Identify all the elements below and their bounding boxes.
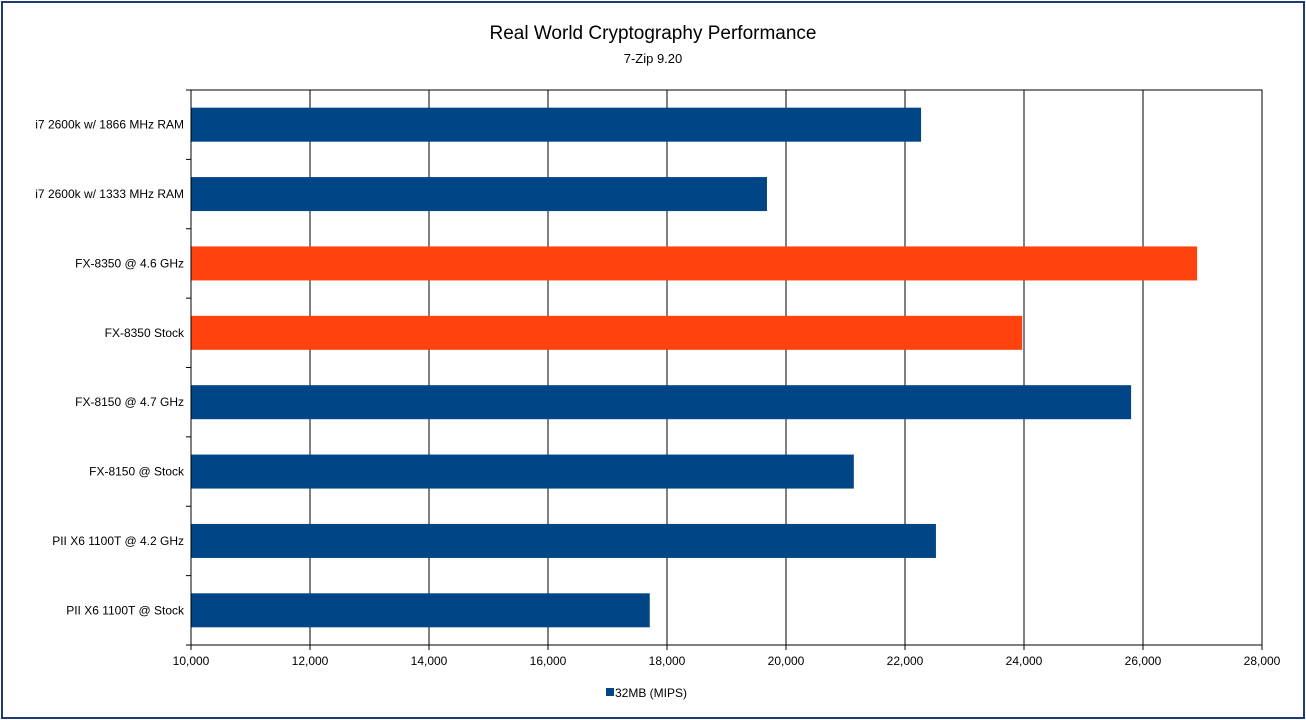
y-category-label: i7 2600k w/ 1333 MHz RAM [35,187,184,201]
chart-subtitle: 7-Zip 9.20 [624,51,683,66]
x-tick-label: 12,000 [292,654,329,668]
y-category-label: FX-8150 @ 4.7 GHz [75,395,184,409]
x-tick-label: 10,000 [173,654,210,668]
bar [191,315,1023,350]
x-tick-label: 14,000 [411,654,448,668]
bar [191,385,1132,420]
y-category-label: FX-8150 @ Stock [89,465,185,479]
bar [191,523,936,558]
bar [191,177,767,212]
x-tick-label: 18,000 [649,654,686,668]
x-tick-label: 22,000 [887,654,924,668]
y-category-label: FX-8350 Stock [105,326,185,340]
legend-label: 32MB (MIPS) [615,686,687,700]
bar [191,593,650,628]
x-tick-label: 16,000 [530,654,567,668]
legend-swatch [606,688,614,696]
bar [191,107,922,142]
y-category-label: i7 2600k w/ 1866 MHz RAM [35,118,184,132]
x-tick-label: 28,000 [1244,654,1281,668]
plot-border [190,89,1263,646]
bar [191,454,854,489]
bar [191,246,1198,281]
chart-title: Real World Cryptography Performance [489,23,816,44]
x-tick-label: 24,000 [1006,654,1043,668]
y-category-label: PII X6 1100T @ Stock [66,603,185,617]
y-category-label: FX-8350 @ 4.6 GHz [75,256,184,270]
legend: 32MB (MIPS) [606,686,687,700]
x-tick-label: 20,000 [768,654,805,668]
y-category-label: PII X6 1100T @ 4.2 GHz [52,534,184,548]
x-tick-label: 26,000 [1125,654,1162,668]
